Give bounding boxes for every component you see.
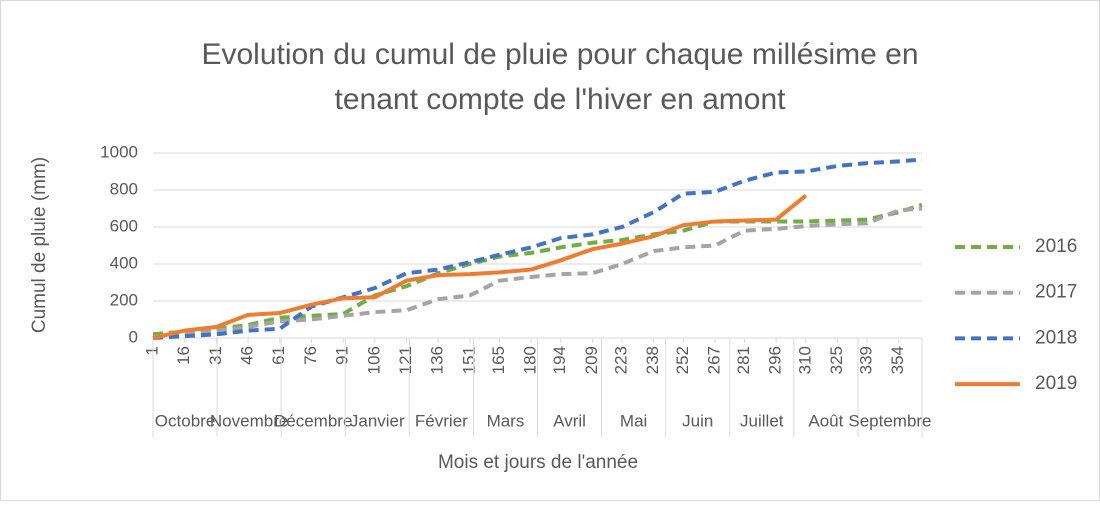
x-tick-label: 180: [521, 346, 540, 374]
x-tick-label: 91: [333, 346, 352, 365]
month-label: Juillet: [740, 411, 784, 430]
month-label: Août: [808, 411, 843, 430]
x-tick-label: 46: [238, 346, 257, 365]
x-tick-label: 194: [550, 346, 569, 374]
month-label: Janvier: [350, 411, 405, 430]
month-label: Février: [415, 411, 468, 430]
x-tick-label: 151: [459, 346, 478, 374]
x-tick-label: 223: [611, 346, 630, 374]
y-tick-label: 1000: [100, 142, 138, 161]
y-tick-label: 400: [110, 253, 138, 272]
month-label: Novembre: [210, 411, 288, 430]
line-series: [152, 206, 923, 340]
x-tick-label: 354: [888, 346, 907, 374]
legend-label: 2018: [1035, 327, 1077, 348]
y-tick-label: 800: [110, 179, 138, 198]
y-tick-label: 200: [110, 290, 138, 309]
x-tick-label: 310: [795, 346, 814, 374]
legend-label: 2017: [1035, 282, 1077, 303]
line-series: [152, 193, 808, 340]
x-tick-label: 1: [142, 346, 161, 355]
month-label: Décembre: [274, 411, 352, 430]
x-tick-label: 339: [857, 346, 876, 374]
month-label: Mai: [620, 411, 647, 430]
x-tick-label: 121: [396, 346, 415, 374]
x-tick-label: 106: [364, 346, 383, 374]
x-axis-title: Mois et jours de l'année: [438, 452, 638, 473]
x-tick-label: 31: [206, 346, 225, 365]
y-tick-label: 600: [110, 216, 138, 235]
x-tick-label: 252: [673, 346, 692, 374]
x-tick-label: 281: [734, 346, 753, 374]
x-tick-label: 136: [428, 346, 447, 374]
x-tick-label: 61: [269, 346, 288, 365]
x-tick-label: 209: [582, 346, 601, 374]
legend-label: 2019: [1035, 373, 1077, 394]
chart-title: tenant compte de l'hiver en amont: [335, 83, 787, 116]
x-tick-label: 325: [827, 346, 846, 374]
line-series: [152, 157, 923, 340]
x-tick-label: 76: [301, 346, 320, 365]
line-series: [152, 202, 923, 337]
month-label: Septembre: [848, 411, 931, 430]
month-label: Avril: [553, 411, 586, 430]
x-tick-label: 238: [643, 346, 662, 374]
x-tick-label: 296: [766, 346, 785, 374]
x-tick-label: 165: [489, 346, 508, 374]
x-tick-label: 267: [704, 346, 723, 374]
x-tick-label: 16: [174, 346, 193, 365]
y-tick-label: 0: [129, 327, 138, 346]
month-label: Mars: [487, 411, 525, 430]
month-label: Octobre: [155, 411, 215, 430]
month-label: Juin: [682, 411, 713, 430]
y-axis-title: Cumul de pluie (mm): [29, 157, 50, 333]
legend-label: 2016: [1035, 236, 1077, 257]
chart-title: Evolution du cumul de pluie pour chaque …: [201, 38, 918, 71]
